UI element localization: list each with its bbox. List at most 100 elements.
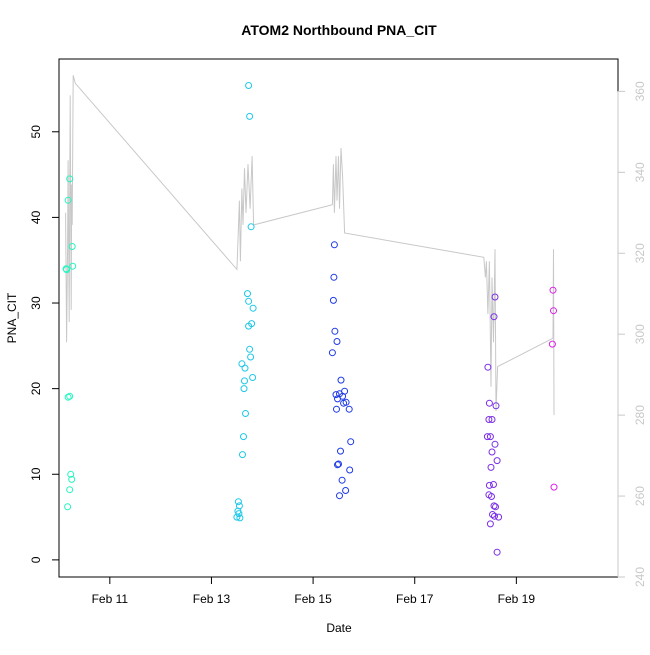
data-point-s3-18 — [337, 447, 344, 455]
data-point-s4-4 — [485, 399, 493, 407]
data-point-s4-6 — [485, 416, 493, 423]
data-point-s3-2 — [330, 273, 338, 281]
data-point-s1-2 — [63, 266, 71, 274]
data-point-s4-10 — [491, 440, 499, 448]
data-point-s3-17 — [347, 438, 355, 446]
y2-tick-label-2: 280 — [633, 405, 647, 425]
x-axis: Feb 11 Feb 13 Feb 15 Feb 17 Feb 19 — [92, 576, 536, 606]
data-point-s5-2 — [550, 307, 557, 315]
data-point-s3-1 — [330, 241, 338, 249]
data-point-s5-4 — [550, 483, 558, 491]
data-point-s3-20 — [334, 461, 341, 469]
data-point-s3-9 — [332, 391, 340, 399]
chart-title: ATOM2 Northbound PNA_CIT — [241, 22, 437, 38]
y2-tick-label-0: 240 — [633, 567, 647, 587]
y-tick-label-4: 40 — [29, 210, 43, 224]
data-point-s1-8 — [66, 392, 74, 400]
y2-tick-label-3: 300 — [633, 324, 647, 344]
data-point-s2-9 — [246, 345, 254, 353]
data-point-s2-18 — [239, 451, 246, 459]
data-point-s1-12 — [64, 503, 72, 511]
data-point-s1-11 — [66, 486, 74, 494]
secondary-y-axis: 240 260 280 300 320 340 360 — [617, 81, 647, 587]
y-tick-label-0: 0 — [29, 556, 43, 563]
data-point-s3-3 — [329, 296, 337, 304]
data-point-s4-13 — [487, 463, 495, 471]
data-point-s4-18 — [490, 502, 498, 510]
data-point-s3-16 — [333, 405, 340, 413]
data-point-s1-4 — [66, 175, 74, 183]
series-5 — [548, 286, 558, 491]
data-point-s3-4 — [331, 327, 339, 335]
y-axis-label: PNA_CIT — [5, 292, 19, 343]
y-axis: 0 10 20 30 40 50 — [29, 125, 60, 563]
data-point-s1-5 — [68, 243, 76, 250]
data-point-s2-16 — [242, 410, 249, 417]
data-point-s2-1 — [245, 82, 253, 89]
data-point-s1-6 — [69, 262, 77, 270]
data-point-s1-10 — [68, 475, 76, 483]
data-point-s4-14 — [485, 481, 493, 489]
data-point-s3-12 — [339, 392, 347, 400]
data-point-s2-22 — [235, 510, 243, 518]
series-3 — [328, 241, 355, 500]
data-point-s2-5 — [245, 297, 253, 305]
data-point-s3-5 — [333, 338, 341, 345]
data-point-s4-19 — [492, 503, 499, 511]
data-point-s4-21 — [491, 512, 498, 520]
x-tick-label-4: Feb 19 — [498, 592, 536, 606]
data-point-s4-2 — [490, 313, 498, 321]
data-point-s2-13 — [241, 377, 248, 385]
data-point-s2-19 — [234, 498, 242, 506]
data-point-s4-20 — [489, 511, 496, 518]
data-point-s2-23 — [233, 513, 241, 521]
data-point-s4-24 — [493, 548, 501, 556]
x-tick-label-1: Feb 13 — [193, 592, 231, 606]
y2-tick-label-1: 260 — [633, 486, 647, 506]
data-point-s3-22 — [338, 476, 346, 484]
data-point-s4-3 — [484, 363, 492, 371]
y-tick-label-1: 10 — [29, 467, 43, 481]
data-point-s4-8 — [483, 433, 491, 441]
points-layer — [62, 82, 558, 556]
data-point-s2-4 — [244, 290, 251, 298]
data-point-s2-24 — [236, 514, 244, 522]
series-2 — [233, 82, 257, 522]
data-point-s3-6 — [328, 349, 336, 357]
data-point-s1-9 — [67, 470, 75, 478]
y-tick-label-2: 20 — [29, 382, 43, 396]
data-point-s3-14 — [342, 398, 350, 406]
data-point-s3-23 — [342, 487, 350, 494]
x-tick-label-2: Feb 15 — [294, 592, 332, 606]
data-point-s3-7 — [337, 376, 345, 384]
y2-tick-label-4: 320 — [633, 243, 647, 263]
data-point-s2-14 — [240, 385, 248, 393]
data-point-s4-1 — [491, 293, 499, 301]
data-point-s5-1 — [549, 286, 557, 294]
data-point-s2-15 — [249, 374, 257, 381]
x-tick-label-3: Feb 17 — [396, 592, 434, 606]
data-point-s2-3 — [247, 223, 255, 231]
data-point-s4-5 — [492, 402, 500, 410]
data-point-s4-23 — [486, 520, 494, 528]
series-4 — [483, 293, 503, 556]
data-point-s4-11 — [488, 448, 496, 456]
data-point-s4-9 — [486, 433, 494, 441]
data-point-s4-7 — [488, 416, 496, 423]
data-point-s2-8 — [245, 322, 253, 330]
data-point-s2-12 — [241, 364, 249, 372]
data-point-s3-24 — [336, 492, 343, 500]
data-point-s5-3 — [548, 340, 556, 348]
data-point-s3-19 — [335, 460, 342, 468]
data-point-s4-12 — [493, 457, 501, 465]
data-point-s3-21 — [346, 466, 354, 474]
series-1 — [62, 175, 77, 511]
data-point-s4-17 — [488, 493, 495, 500]
data-point-s3-15 — [345, 405, 353, 413]
data-point-s2-10 — [247, 353, 255, 361]
data-point-s1-3 — [64, 196, 72, 204]
y-tick-label-5: 50 — [29, 125, 43, 139]
